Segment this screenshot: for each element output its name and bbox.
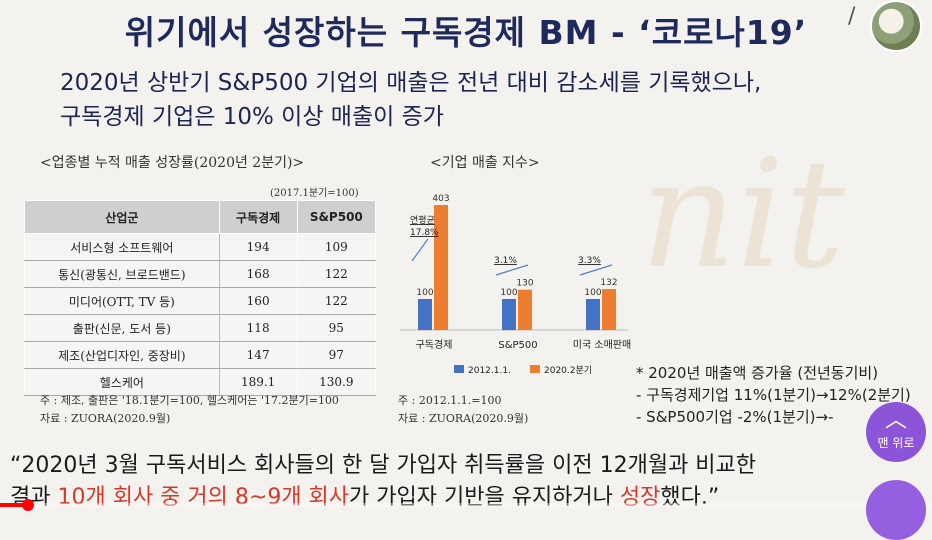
bar-data-label: 132 xyxy=(600,278,617,288)
category-label: 미국 소매판매 xyxy=(573,339,631,351)
growth-annotation: 17.8% xyxy=(410,228,439,238)
industry-cell: 제조(산업디자인, 중장비) xyxy=(24,341,220,369)
table-row: 헬스케어 189.1 130.9 xyxy=(24,368,377,396)
avatar[interactable] xyxy=(870,0,922,52)
industry-cell: 미디어(OTT, TV 등) xyxy=(24,287,220,315)
legend-label: 2012.1.1. xyxy=(468,366,511,376)
table-header-row: 산업군 구독경제 S&P500 xyxy=(24,200,377,234)
bar xyxy=(434,205,448,330)
subscription-value-cell: 118 xyxy=(218,314,298,342)
category-label: S&P500 xyxy=(498,340,537,351)
subscription-value-cell: 194 xyxy=(218,233,298,261)
legend-swatch xyxy=(454,365,464,373)
quote-highlight: 성장 xyxy=(619,485,661,510)
legend-swatch xyxy=(530,365,540,373)
slide-title: 위기에서 성장하는 구독경제 BM - ‘코로나19’ xyxy=(124,13,808,52)
sp500-value-cell: 109 xyxy=(296,233,377,261)
bar-data-label: 403 xyxy=(432,194,449,204)
table-row: 통신(광통신, 브로드밴드) 168 122 xyxy=(24,260,377,288)
legend-label: 2020.2분기 xyxy=(544,365,592,376)
bar xyxy=(502,298,516,330)
column-header-subscription: 구독경제 xyxy=(218,200,298,234)
quote-line-1: “2020년 3월 구독서비스 회사들의 한 달 가입자 취득률을 이전 12개… xyxy=(10,453,757,478)
sp500-value-cell: 95 xyxy=(296,314,377,342)
growth-table: 산업군 구독경제 S&P500 서비스형 소프트웨어 194 109 통신(광통… xyxy=(24,200,377,396)
video-progress-bar[interactable] xyxy=(0,499,932,511)
table-row: 제조(산업디자인, 중장비) 147 97 xyxy=(24,341,377,369)
growth-rate-sp500: - S&P500기업 -2%(1분기)→- xyxy=(636,408,834,426)
subscription-value-cell: 160 xyxy=(218,287,298,315)
quote-text: 가 가입자 기반을 유지하거나 xyxy=(349,485,620,510)
slide-subtitle: 2020년 상반기 S&P500 기업의 매출은 전년 대비 감소세를 기록했으… xyxy=(60,66,761,134)
chart-caption: <기업 매출 지수> xyxy=(430,155,540,171)
subtitle-line-1: 2020년 상반기 S&P500 기업의 매출은 전년 대비 감소세를 기록했으… xyxy=(60,70,762,96)
industry-cell: 출판(신문, 도서 등) xyxy=(24,314,220,342)
table-row: 서비스형 소프트웨어 194 109 xyxy=(24,233,377,261)
chart-footnote: 주 : 2012.1.1.=100 xyxy=(398,394,502,407)
scroll-to-top-button[interactable]: ︿ 맨 위로 xyxy=(866,402,926,462)
sp500-value-cell: 130.9 xyxy=(296,368,377,396)
scrubber-handle[interactable] xyxy=(21,499,34,511)
growth-rate-note: * 2020년 매출액 증가율 (전년동기비) - 구독경제기업 11%(1분기… xyxy=(636,362,911,428)
sp500-value-cell: 122 xyxy=(296,260,377,288)
growth-rate-subscription: - 구독경제기업 11%(1분기)→12%(2분기) xyxy=(636,386,911,404)
table-row: 미디어(OTT, TV 등) 160 122 xyxy=(24,287,377,315)
bar-data-label: 100 xyxy=(416,288,433,298)
quote-line-2: 결과 10개 회사 중 거의 8~9개 회사가 가입자 기반을 유지하거나 성장… xyxy=(10,482,932,514)
table-caption: <업종별 누적 매출 성장률(2020년 2분기)> xyxy=(40,155,305,171)
industry-cell: 통신(광통신, 브로드밴드) xyxy=(24,260,220,288)
industry-cell: 서비스형 소프트웨어 xyxy=(24,233,220,261)
progress-fill xyxy=(0,503,28,507)
table-source: 자료 : ZUORA(2020.9월) xyxy=(40,412,171,425)
chart-source: 자료 : ZUORA(2020.9월) xyxy=(398,412,529,425)
quote-text: 했다.” xyxy=(660,485,720,510)
growth-annotation: 3.1% xyxy=(494,256,517,266)
table-footnote: 주 : 제조, 출판은 '18.1분기=100, 헬스케어는 '17.2분기=1… xyxy=(40,394,339,407)
growth-rate-title: * 2020년 매출액 증가율 (전년동기비) xyxy=(636,364,879,382)
bar xyxy=(586,298,600,330)
bar-data-label: 100 xyxy=(584,288,601,298)
growth-arrow xyxy=(411,238,429,262)
column-header-sp500: S&P500 xyxy=(296,200,377,234)
industry-cell: 헬스케어 xyxy=(24,368,220,396)
annotation-label: 연평균 xyxy=(410,215,435,226)
bar xyxy=(518,289,532,330)
bar xyxy=(418,298,432,330)
subscription-value-cell: 147 xyxy=(218,341,298,369)
chevron-icon[interactable]: / xyxy=(848,4,856,29)
chat-bot-button[interactable] xyxy=(866,480,926,540)
sp500-value-cell: 97 xyxy=(296,341,377,369)
category-label: 구독경제 xyxy=(416,338,453,351)
bar xyxy=(602,289,616,330)
growth-arrow xyxy=(495,264,529,276)
subtitle-line-2: 구독경제 기업은 10% 이상 매출이 증가 xyxy=(60,104,444,130)
bar-data-label: 100 xyxy=(500,288,517,298)
sales-index-chart: 100403구독경제17.8%100130S&P5003.1%100132미국 … xyxy=(400,194,631,376)
quote-highlight: 10개 회사 중 거의 8~9개 회사 xyxy=(57,485,350,510)
chevron-up-icon: ︿ xyxy=(884,408,907,433)
scroll-to-top-label: 맨 위로 xyxy=(877,436,915,450)
column-header-industry: 산업군 xyxy=(24,200,220,234)
growth-annotation: 3.3% xyxy=(578,256,601,266)
background-watermark: nit xyxy=(640,140,845,302)
bar-data-label: 130 xyxy=(516,279,533,289)
table-row: 출판(신문, 도서 등) 118 95 xyxy=(24,314,377,342)
subscription-value-cell: 168 xyxy=(218,260,298,288)
sp500-value-cell: 122 xyxy=(296,287,377,315)
table-base-note: (2017.1분기=100) xyxy=(270,188,359,199)
growth-arrow xyxy=(579,264,613,276)
